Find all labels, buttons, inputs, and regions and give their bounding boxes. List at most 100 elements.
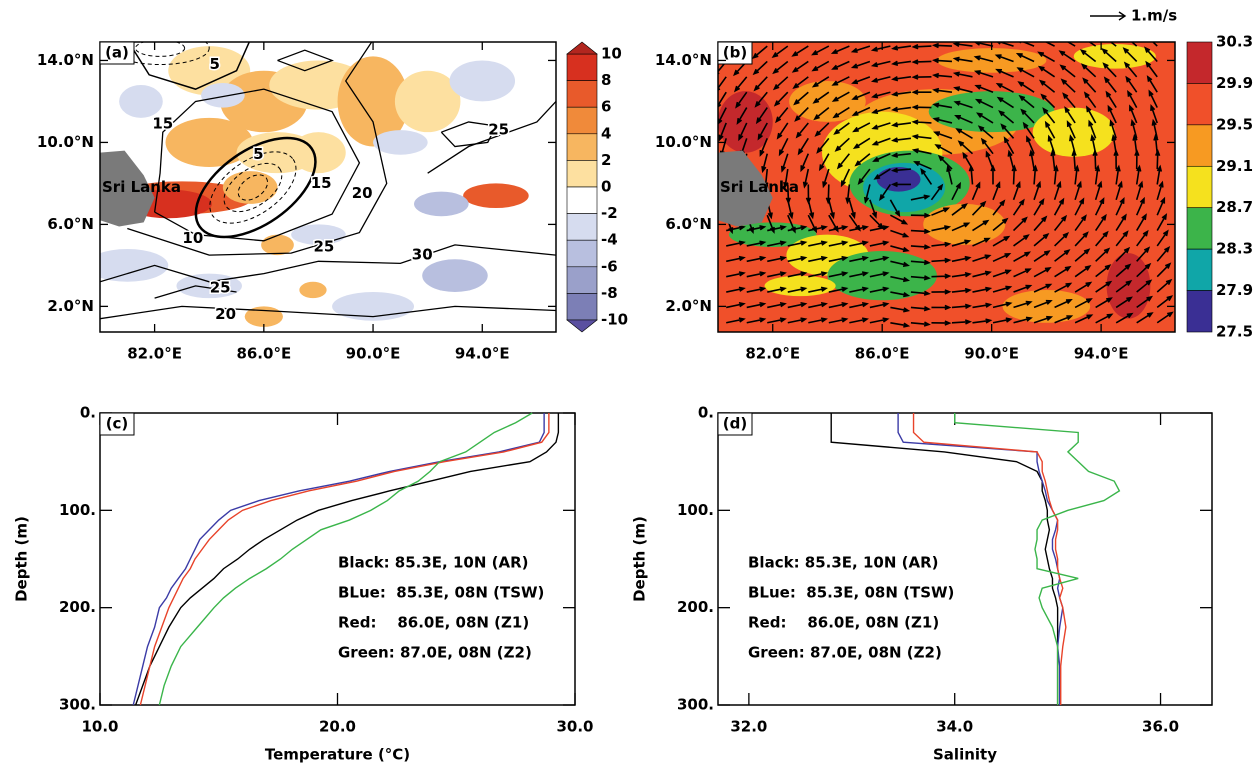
current-vector xyxy=(1017,81,1035,93)
current-vector xyxy=(787,214,796,234)
colorbar-band xyxy=(1186,290,1213,333)
y-axis-label: Depth (m) xyxy=(631,516,649,602)
current-vector xyxy=(1156,229,1169,247)
current-vector xyxy=(1143,46,1158,62)
current-vector xyxy=(972,318,993,324)
current-vector xyxy=(812,91,830,104)
current-vector xyxy=(1107,104,1117,124)
panel-label-box xyxy=(99,412,135,436)
current-vector xyxy=(992,181,1001,201)
current-vector xyxy=(1054,315,1074,324)
current-vector xyxy=(937,154,953,170)
y-tick-label: 2.0°N xyxy=(47,297,94,315)
colorbar-label: 10 xyxy=(601,45,622,63)
current-vector xyxy=(1095,247,1111,262)
current-vector xyxy=(890,181,911,188)
current-vector xyxy=(735,91,748,109)
x-tick-label: 82.0°E xyxy=(127,345,182,363)
current-vector xyxy=(911,44,932,50)
current-vector xyxy=(1135,180,1144,201)
colorbar-band xyxy=(566,239,598,268)
contour xyxy=(153,88,361,242)
colorbar-label: -6 xyxy=(601,257,618,275)
current-vector xyxy=(891,60,912,66)
current-vector xyxy=(755,107,768,125)
current-vector xyxy=(814,122,830,137)
colorbar-band xyxy=(566,213,598,241)
current-vector xyxy=(1038,79,1056,93)
current-vector xyxy=(832,106,850,119)
current-vector xyxy=(849,286,869,293)
current-vector xyxy=(1050,149,1056,170)
current-vector xyxy=(911,74,932,80)
current-vector xyxy=(1136,246,1151,262)
current-vector xyxy=(976,112,994,124)
current-vector xyxy=(972,302,993,309)
current-vector xyxy=(1074,264,1092,278)
reference-vector xyxy=(1090,11,1127,21)
current-vector xyxy=(890,275,911,283)
current-vector xyxy=(1115,180,1123,201)
contour xyxy=(440,121,497,148)
contour-label: 5 xyxy=(209,55,219,73)
current-vector xyxy=(870,76,891,83)
current-vector xyxy=(757,122,768,141)
current-vector xyxy=(792,76,809,89)
contour-label: 5 xyxy=(253,145,263,163)
panel-label-box xyxy=(717,41,753,65)
current-vector xyxy=(1033,180,1041,201)
current-vector xyxy=(1085,105,1097,124)
current-vector xyxy=(1102,62,1117,78)
current-vector xyxy=(955,128,973,140)
current-vector xyxy=(1127,89,1138,108)
current-vector xyxy=(811,45,830,56)
current-vector xyxy=(718,122,727,142)
current-vector xyxy=(849,255,869,263)
place-label: Sri Lanka xyxy=(720,178,799,196)
colorbar-band xyxy=(566,106,598,135)
current-vector xyxy=(980,137,994,155)
colorbar-label: 27.5 xyxy=(1216,323,1253,341)
current-vector xyxy=(890,245,910,253)
x-tick-label: 20.0 xyxy=(319,718,356,736)
current-vector xyxy=(833,122,850,135)
current-vector xyxy=(746,240,767,247)
field-patch xyxy=(463,183,529,209)
current-vector xyxy=(1059,64,1076,78)
field-patch xyxy=(789,80,866,122)
current-vector xyxy=(971,181,981,201)
current-vector xyxy=(1074,298,1093,309)
profile-line xyxy=(134,413,560,706)
current-vector xyxy=(1074,214,1087,232)
current-vector xyxy=(1060,78,1076,93)
current-vector xyxy=(751,45,768,60)
map-field: 5 5 15 10 15 20 25 25 30 20 25 Sri Lanka xyxy=(100,42,556,332)
current-vector xyxy=(910,194,931,201)
colorbar-label: -2 xyxy=(601,204,618,222)
current-vector xyxy=(1011,164,1017,185)
colorbar-label: 29.5 xyxy=(1216,115,1253,133)
current-vector xyxy=(911,119,932,125)
current-vector xyxy=(1156,295,1174,309)
x-tick-label: 32.0 xyxy=(730,718,767,736)
colorbar-label: 30.3 xyxy=(1216,33,1253,51)
place-label: Sri Lanka xyxy=(102,178,181,196)
current-vector xyxy=(791,45,809,57)
current-vector xyxy=(767,286,787,293)
current-vector xyxy=(910,244,931,250)
contour xyxy=(110,42,210,66)
field-patch xyxy=(764,275,836,297)
current-vector xyxy=(890,306,911,313)
current-vector xyxy=(849,271,869,278)
current-vector xyxy=(996,42,1014,47)
current-vector xyxy=(1123,61,1138,78)
current-vector xyxy=(873,168,891,180)
current-vector xyxy=(869,271,890,278)
current-vector xyxy=(761,153,769,174)
current-vector xyxy=(890,167,911,173)
current-vector xyxy=(746,286,767,293)
current-vector xyxy=(753,76,768,92)
current-vector xyxy=(1095,297,1113,309)
current-vector xyxy=(1094,164,1101,185)
current-vector xyxy=(951,203,968,216)
